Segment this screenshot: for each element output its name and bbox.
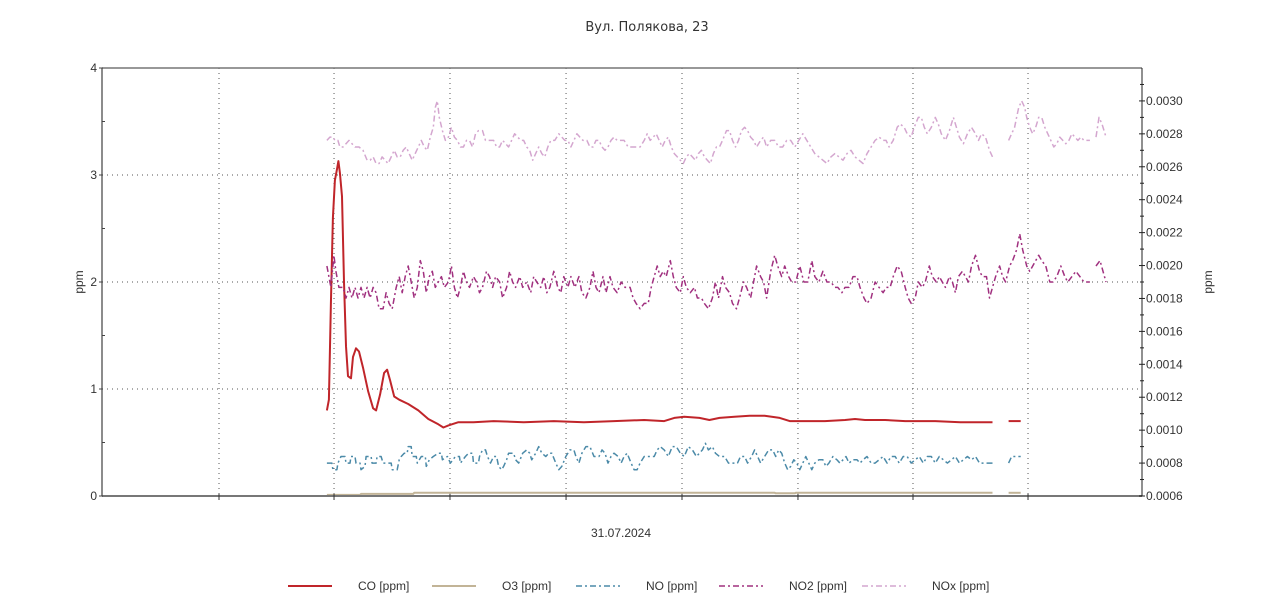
legend-item: CO [ppm] — [288, 574, 409, 598]
y-tick-label-right: 0.0006 — [1146, 489, 1183, 503]
axes: 0 1 2 3 4 0.0006 0.0008 0.0010 0.0012 0.0014 0.001… — [90, 61, 1183, 503]
series-line — [326, 100, 994, 165]
y-tick-label-right: 0.0022 — [1146, 226, 1183, 240]
legend-label: NO2 [ppm] — [789, 579, 848, 593]
legend-swatch — [719, 585, 763, 587]
y-tick-label-right: 0.0014 — [1146, 357, 1183, 371]
y-tick-label-right: 0.0010 — [1146, 423, 1183, 437]
series-no2 — [326, 233, 1107, 310]
legend-label: CO [ppm] — [358, 579, 410, 593]
series-line — [1007, 455, 1021, 464]
y-axis-right-label: ppm — [1201, 270, 1215, 293]
series-line — [1007, 100, 1090, 148]
legend-item: NO2 [ppm] — [719, 574, 847, 598]
y-tick-label-left: 2 — [90, 275, 97, 289]
legend-item: O3 [ppm] — [432, 574, 551, 598]
series-co — [325, 160, 1021, 429]
legend-label: NO [ppm] — [646, 579, 698, 593]
series-layer — [325, 100, 1107, 496]
series-line — [1095, 259, 1107, 283]
series-line — [326, 491, 993, 496]
series-nox — [326, 100, 1107, 165]
legend-swatch — [432, 585, 476, 587]
y-tick-label-right: 0.0024 — [1146, 193, 1183, 207]
series-line — [325, 160, 993, 429]
y-tick-label-right: 0.0016 — [1146, 324, 1183, 338]
y-tick-label-left: 3 — [90, 168, 97, 182]
legend-swatch — [862, 585, 906, 587]
y-tick-label-right: 0.0018 — [1146, 291, 1183, 305]
y-tick-label-right: 0.0008 — [1146, 456, 1183, 470]
x-axis-label: 31.07.2024 — [591, 526, 651, 540]
series-no — [326, 442, 1021, 471]
y-tick-label-left: 0 — [90, 489, 97, 503]
legend-label: NOx [ppm] — [932, 579, 990, 593]
chart-title: Вул. Полякова, 23 — [585, 20, 708, 35]
series-line — [326, 442, 993, 471]
y-tick-label-left: 4 — [90, 61, 97, 75]
y-tick-label-right: 0.0020 — [1146, 259, 1183, 273]
y-axis-left-label: ppm — [72, 270, 86, 293]
y-tick-label-right: 0.0012 — [1146, 390, 1183, 404]
legend-label: O3 [ppm] — [502, 579, 552, 593]
series-line — [1095, 116, 1107, 138]
legend-swatch — [576, 585, 620, 587]
legend: CO [ppm] O3 [ppm] NO [ppm] NO2 [ppm] NOx [pp… — [0, 574, 1280, 598]
y-tick-label-right: 0.0026 — [1146, 160, 1183, 174]
legend-item: NOx [ppm] — [862, 574, 989, 598]
series-o3 — [326, 491, 1021, 496]
legend-swatch — [288, 585, 332, 587]
y-tick-label-right: 0.0030 — [1146, 94, 1183, 108]
y-tick-label-right: 0.0028 — [1146, 127, 1183, 141]
y-tick-label-left: 1 — [90, 382, 97, 396]
series-line — [326, 233, 1090, 310]
legend-item: NO [ppm] — [576, 574, 697, 598]
